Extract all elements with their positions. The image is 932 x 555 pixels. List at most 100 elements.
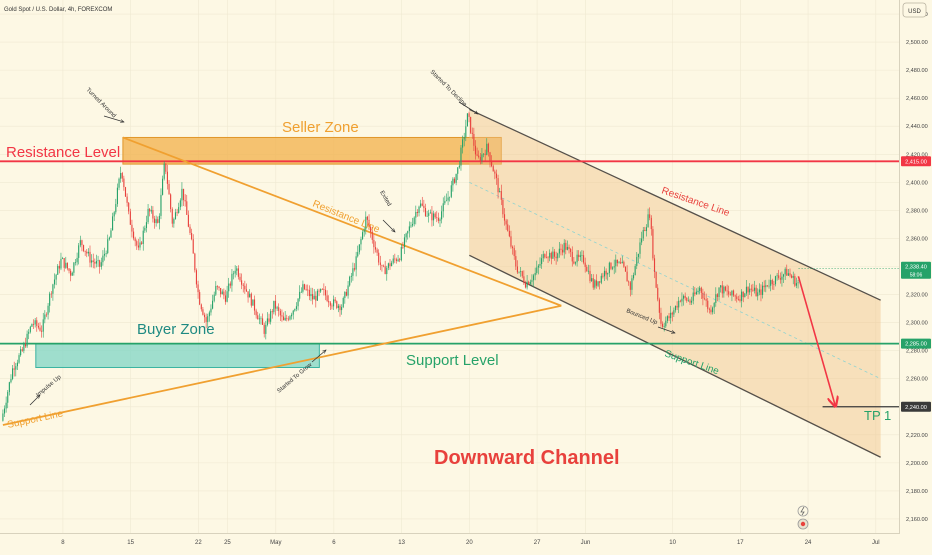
candle-down xyxy=(186,201,187,215)
candle-down xyxy=(306,289,307,290)
candle-up xyxy=(464,137,465,139)
candle-down xyxy=(354,268,355,269)
candle-up xyxy=(73,263,74,273)
currency-label: USD xyxy=(908,9,921,15)
candle-up xyxy=(746,287,747,294)
candle-down xyxy=(568,247,569,249)
x-tick-label: 25 xyxy=(224,540,231,546)
candle-down xyxy=(201,305,202,310)
candle-up xyxy=(356,256,357,269)
candle-down xyxy=(241,280,242,284)
tp1-label: TP 1 xyxy=(864,408,891,423)
candle-down xyxy=(149,209,150,211)
candle-up xyxy=(273,301,274,312)
candle-down xyxy=(630,282,631,289)
candle-up xyxy=(139,242,140,247)
candle-up xyxy=(527,282,528,288)
candle-up xyxy=(696,292,697,294)
currency-badge[interactable]: USD xyxy=(903,3,926,17)
buyer-zone-label: Buyer Zone xyxy=(137,321,215,338)
candle-down xyxy=(510,236,511,246)
candle-up xyxy=(614,266,615,267)
candle-down xyxy=(304,284,305,289)
buyer-zone-rect[interactable] xyxy=(36,344,320,368)
candle-down xyxy=(668,316,669,318)
lightning-icon[interactable] xyxy=(798,506,808,516)
candle-down xyxy=(25,344,26,346)
candle-up xyxy=(433,213,434,220)
candle-down xyxy=(544,254,545,257)
candle-down xyxy=(185,200,186,201)
candle-down xyxy=(248,291,249,297)
y-tick-label: 2,440.00 xyxy=(906,124,928,130)
candle-up xyxy=(181,189,182,201)
candle-up xyxy=(564,243,565,253)
candle-up xyxy=(646,227,647,231)
candle-down xyxy=(760,289,761,294)
candle-up xyxy=(575,262,576,263)
candle-down xyxy=(422,204,423,206)
candle-up xyxy=(267,318,268,324)
candle-up xyxy=(441,211,442,219)
candle-up xyxy=(285,318,286,320)
candle-up xyxy=(151,210,152,211)
candle-up xyxy=(430,212,431,213)
candle-up xyxy=(768,286,769,287)
candle-up xyxy=(796,283,797,286)
candle-up xyxy=(552,252,553,259)
candle-down xyxy=(394,259,395,260)
candle-down xyxy=(375,247,376,249)
candle-down xyxy=(694,293,695,295)
candle-down xyxy=(131,225,132,232)
candle-up xyxy=(622,262,623,263)
candle-up xyxy=(180,200,181,207)
candle-down xyxy=(685,296,686,298)
candle-up xyxy=(30,327,31,332)
candle-down xyxy=(307,290,308,291)
candle-down xyxy=(86,252,87,254)
candle-down xyxy=(220,288,221,294)
candle-up xyxy=(112,216,113,230)
candle-up xyxy=(409,226,410,231)
candle-down xyxy=(223,292,224,296)
candle-down xyxy=(378,253,379,263)
candle-down xyxy=(322,289,323,290)
candle-up xyxy=(102,256,103,263)
candle-down xyxy=(64,258,65,268)
candle-up xyxy=(210,309,211,313)
candle-up xyxy=(648,214,649,227)
candle-down xyxy=(36,320,37,326)
candle-down xyxy=(506,221,507,225)
candle-up xyxy=(698,291,699,292)
candle-up xyxy=(115,204,116,212)
candle-up xyxy=(639,242,640,253)
candle-down xyxy=(377,250,378,253)
candle-up xyxy=(101,262,102,267)
candle-up xyxy=(665,321,666,326)
candle-up xyxy=(341,307,342,310)
candle-up xyxy=(31,324,32,327)
candle-down xyxy=(383,266,384,267)
candle-down xyxy=(167,172,168,184)
candle-down xyxy=(709,309,710,310)
candle-up xyxy=(159,216,160,223)
candle-up xyxy=(215,286,216,295)
candle-down xyxy=(318,291,319,292)
candle-down xyxy=(204,315,205,317)
candle-up xyxy=(362,232,363,239)
candle-down xyxy=(309,290,310,296)
y-tick-label: 2,260.00 xyxy=(906,377,928,383)
candle-down xyxy=(93,260,94,262)
candle-down xyxy=(194,254,195,271)
candle-up xyxy=(359,244,360,252)
candle-up xyxy=(236,268,237,270)
candle-down xyxy=(275,301,276,309)
candle-up xyxy=(260,318,261,319)
candle-up xyxy=(212,301,213,309)
candle-up xyxy=(693,293,694,301)
candle-down xyxy=(523,276,524,283)
candle-up xyxy=(718,287,719,296)
candle-up xyxy=(88,252,89,254)
y-tick-label: 2,160.00 xyxy=(906,517,928,523)
candle-up xyxy=(481,154,482,160)
